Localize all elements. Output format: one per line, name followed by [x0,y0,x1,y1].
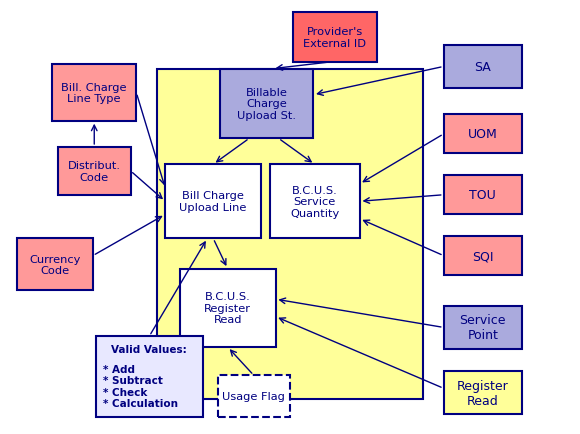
FancyBboxPatch shape [444,46,522,89]
FancyBboxPatch shape [444,176,522,215]
Text: SA: SA [474,61,491,74]
Text: Bill. Charge
Line Type: Bill. Charge Line Type [61,82,127,104]
FancyBboxPatch shape [270,165,360,239]
Text: Valid Values:: Valid Values: [111,344,187,354]
FancyBboxPatch shape [52,65,136,122]
Text: Register
Read: Register Read [457,379,509,407]
FancyBboxPatch shape [444,115,522,154]
FancyBboxPatch shape [58,148,130,195]
Text: TOU: TOU [469,189,496,202]
Text: Provider's
External ID: Provider's External ID [303,27,367,49]
Text: UOM: UOM [468,128,498,141]
FancyBboxPatch shape [444,371,522,414]
Text: B.C.U.S.
Register
Read: B.C.U.S. Register Read [204,292,251,325]
FancyBboxPatch shape [444,237,522,276]
Text: Bill Charge
Upload Line: Bill Charge Upload Line [179,191,247,213]
Text: Service
Point: Service Point [459,314,506,342]
Text: Distribut.
Code: Distribut. Code [68,161,121,182]
FancyBboxPatch shape [218,375,290,417]
Text: Billable
Charge
Upload St.: Billable Charge Upload St. [237,88,296,121]
FancyBboxPatch shape [96,336,203,417]
FancyBboxPatch shape [293,13,377,63]
FancyBboxPatch shape [444,306,522,349]
FancyBboxPatch shape [180,269,276,347]
FancyBboxPatch shape [157,69,423,399]
FancyBboxPatch shape [165,165,261,239]
FancyBboxPatch shape [17,239,93,291]
FancyBboxPatch shape [220,69,313,139]
Text: Usage Flag: Usage Flag [222,391,285,401]
Text: SQI: SQI [472,250,494,263]
Text: B.C.U.S.
Service
Quantity: B.C.U.S. Service Quantity [290,185,339,218]
Text: Currency
Code: Currency Code [30,254,81,276]
Text: * Add
* Subtract
* Check
* Calculation: * Add * Subtract * Check * Calculation [103,364,177,408]
